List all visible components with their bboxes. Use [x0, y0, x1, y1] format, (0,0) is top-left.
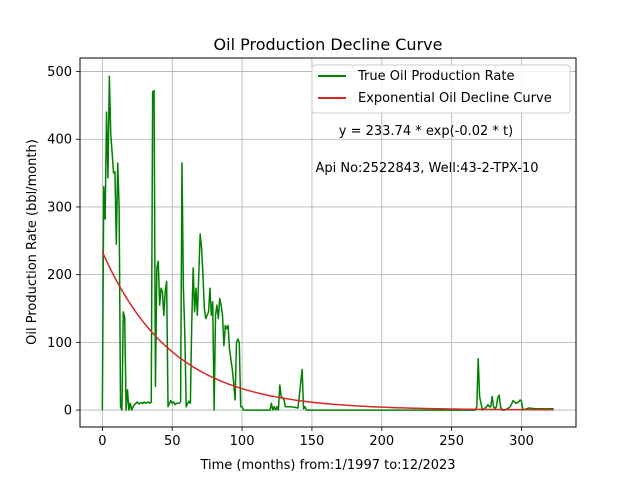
chart-title: Oil Production Decline Curve: [214, 35, 443, 54]
x-axis-label: Time (months) from:1/1997 to:12/2023: [199, 458, 455, 473]
y-tick-label: 100: [47, 336, 72, 351]
y-tick-label: 200: [47, 268, 72, 283]
x-tick-label: 50: [164, 434, 181, 449]
plot-frame: [79, 57, 577, 428]
well-annotation: Api No:2522843, Well:43-2-TPX-10: [315, 161, 538, 176]
x-tick-label: 200: [369, 434, 394, 449]
y-axis-ticks: 0 100 200 300 400 500: [47, 65, 80, 419]
legend-box: [311, 64, 571, 114]
y-tick-label: 400: [47, 133, 72, 148]
x-tick-label: 300: [509, 434, 534, 449]
y-tick-label: 500: [47, 65, 72, 80]
y-tick-label: 300: [47, 200, 72, 215]
y-axis-label: Oil Production Rate (bbl/month): [25, 139, 40, 345]
x-tick-label: 150: [300, 434, 325, 449]
x-tick-label: 250: [439, 434, 464, 449]
y-tick-label: 0: [64, 404, 72, 419]
x-axis-ticks: 0 50 100 150 200 250 300: [98, 427, 534, 449]
legend: True Oil Production Rate Exponential Oil…: [311, 64, 571, 114]
legend-label-true-oil-production-rate: True Oil Production Rate: [357, 69, 514, 84]
series-line-exponential-oil-decline-curve: [101, 251, 554, 411]
equation-annotation: y = 233.74 * exp(-0.02 * t): [339, 124, 513, 139]
legend-label-exponential-oil-decline-curve: Exponential Oil Decline Curve: [358, 91, 552, 106]
x-tick-label: 100: [230, 434, 255, 449]
series-line-true-oil-production-rate: [101, 75, 554, 411]
x-tick-label: 0: [98, 434, 106, 449]
